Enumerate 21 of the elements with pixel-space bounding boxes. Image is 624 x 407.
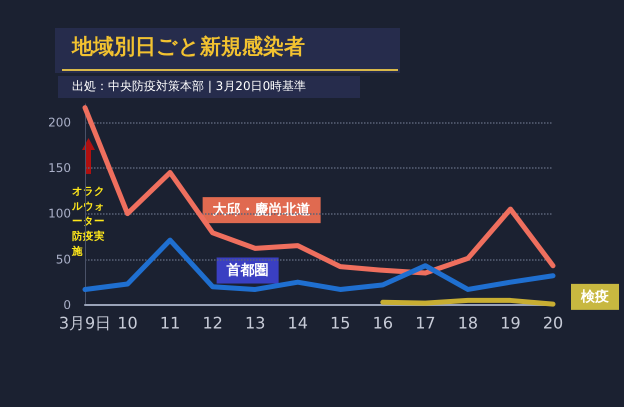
x-tick-label: 3月9日 (58, 314, 112, 332)
x-tick-label: 10 (117, 314, 138, 332)
x-tick-label: 19 (500, 314, 521, 332)
y-tick-label: 150 (48, 160, 71, 175)
x-tick-label: 17 (415, 314, 436, 332)
series-label: 首都圏 (226, 262, 269, 278)
x-tick-label: 11 (160, 314, 180, 332)
x-tick-label: 20 (542, 314, 564, 332)
x-tick-label: 13 (245, 314, 266, 332)
chart-subtitle: 出処：中央防疫対策本部 | 3月20日0時基準 (72, 79, 306, 93)
x-tick-label: 14 (288, 314, 308, 332)
chart-title: 地域別日ごと新規感染者 (71, 34, 305, 58)
x-tick-label: 18 (458, 314, 478, 332)
y-tick-label: 200 (48, 115, 71, 130)
x-tick-label: 16 (372, 314, 393, 332)
text: 検疫 (580, 288, 609, 305)
y-tick-label: 50 (56, 252, 71, 266)
x-tick-label: 15 (330, 314, 350, 332)
x-tick-label: 12 (202, 314, 223, 332)
y-tick-label: 0 (63, 298, 71, 312)
y-tick-label: 100 (48, 206, 71, 221)
